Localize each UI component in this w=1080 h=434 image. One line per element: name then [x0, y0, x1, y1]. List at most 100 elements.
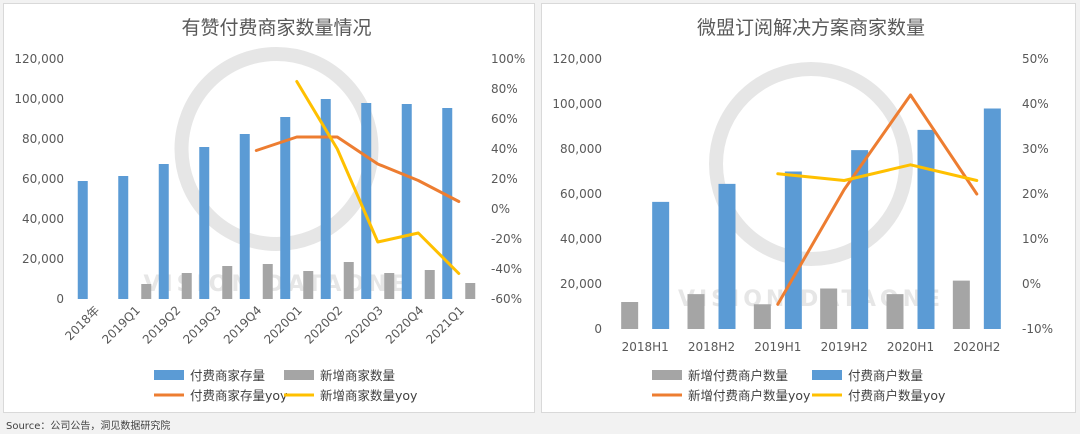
bar-1: [77, 181, 88, 299]
y-right-tick-label: -60%: [491, 292, 522, 306]
y-left-tick-label: 20,000: [22, 252, 64, 266]
bar-1: [361, 103, 372, 299]
line-4: [295, 80, 461, 275]
x-tick-label: 2019Q4: [221, 303, 265, 347]
y-right-tick-label: 0%: [1022, 277, 1041, 291]
y-left-tick-label: 80,000: [22, 132, 64, 146]
bar-2: [652, 201, 670, 329]
legend-label: 付费商户数量: [848, 368, 923, 383]
y-left-tick-label: 20,000: [560, 277, 602, 291]
legend-label: 新增付费商户数量: [688, 368, 788, 383]
bar-2: [917, 129, 935, 329]
bar-2: [784, 171, 802, 329]
y-left-tick-label: 100,000: [552, 97, 602, 111]
x-tick-label: 2018H1: [622, 340, 669, 354]
y-left-tick-label: 0: [56, 292, 64, 306]
x-tick-label: 2019Q1: [99, 303, 143, 347]
bar-1: [952, 280, 970, 329]
y-right-tick-label: 40%: [1022, 97, 1049, 111]
watermark-ring: [174, 47, 379, 251]
bar-2: [851, 150, 869, 329]
legend-label: 新增商家数量yoy: [320, 388, 418, 403]
x-tick-label: 2020H1: [887, 340, 934, 354]
left-chart-panel: VISION DATAONE 有赞付费商家数量情况 0 20,000 40,000 60,…: [3, 3, 535, 413]
bar-1: [320, 99, 331, 299]
bar-1: [199, 147, 210, 299]
y-right-tick-label: 40%: [491, 142, 518, 156]
bar-2: [384, 273, 395, 299]
bar-1: [280, 117, 291, 299]
y-right-tick-label: -20%: [491, 232, 522, 246]
legend-label: 付费商家存量: [190, 368, 265, 383]
bar-1: [886, 294, 904, 329]
chart-title: 微盟订阅解决方案商家数量: [697, 17, 925, 39]
bar-2: [222, 266, 233, 299]
y-right-tick-label: -40%: [491, 262, 522, 276]
x-tick-label: 2018年: [62, 303, 102, 343]
legend-swatch: [812, 370, 842, 380]
y-right-tick-label: 30%: [1022, 142, 1049, 156]
legend-swatch: [652, 370, 682, 380]
y-right-tick-label: 60%: [491, 112, 518, 126]
y-right-tick-label: 10%: [1022, 232, 1049, 246]
line-3: [254, 135, 461, 203]
x-tick-label: 2020Q2: [302, 303, 346, 347]
bar-1: [239, 134, 250, 299]
x-tick-label: 2018H2: [688, 340, 735, 354]
legend-label: 付费商户数量yoy: [848, 388, 946, 403]
bar-1: [621, 302, 639, 329]
x-tick-label: 2020Q1: [261, 303, 305, 347]
x-tick-label: 2019H2: [821, 340, 868, 354]
watermark-text: VISION DATAONE: [678, 287, 944, 312]
x-tick-label: 2021Q1: [423, 303, 467, 347]
y-right-tick-label: 100%: [491, 52, 525, 66]
right-chart: VISION DATAONE 微盟订阅解决方案商家数量 0 20,000 40,000 6…: [552, 17, 1053, 403]
y-left-tick-label: 60,000: [22, 172, 64, 186]
bar-2: [983, 108, 1001, 329]
left-chart: VISION DATAONE有赞付费商家数量情况020,00040,00060,…: [14, 17, 525, 403]
line-4: [776, 163, 979, 182]
y-left-tick-label: 0: [594, 322, 602, 336]
bar-1: [820, 288, 838, 329]
bar-2: [424, 270, 435, 299]
bar-1: [401, 104, 412, 299]
bar-1: [118, 176, 129, 299]
bar-1: [687, 294, 705, 329]
legend-swatch: [284, 370, 314, 380]
bar-1: [158, 164, 169, 299]
y-left-tick-label: 120,000: [14, 52, 64, 66]
y-right-tick-label: -10%: [1022, 322, 1053, 336]
x-tick-label: 2019H1: [754, 340, 801, 354]
x-tick-label: 2019Q2: [140, 303, 184, 347]
y-right-tick-label: 20%: [491, 172, 518, 186]
source-note: Source：公司公告，洞见数据研究院: [6, 421, 171, 432]
bar-1: [753, 304, 771, 329]
chart-title: 有赞付费商家数量情况: [181, 17, 371, 39]
legend-label: 新增商家数量: [320, 368, 395, 383]
bar-2: [262, 264, 273, 299]
y-left-tick-label: 120,000: [552, 52, 602, 66]
bar-2: [718, 183, 736, 329]
x-tick-label: 2019Q3: [180, 303, 224, 347]
x-tick-label: 2020Q4: [383, 303, 427, 347]
y-right-tick-label: 0%: [491, 202, 510, 216]
watermark-ring: [709, 62, 913, 266]
legend-label: 新增付费商户数量yoy: [688, 388, 811, 403]
bar-1: [442, 108, 453, 299]
legend-swatch: [154, 370, 184, 380]
line-3: [776, 93, 979, 306]
bar-2: [141, 284, 152, 299]
bar-2: [303, 271, 314, 299]
bar-2: [343, 262, 354, 299]
y-left-tick-label: 100,000: [14, 92, 64, 106]
y-left-tick-label: 60,000: [560, 187, 602, 201]
right-chart-panel: VISION DATAONE 微盟订阅解决方案商家数量 0 20,000 40,000 6…: [541, 3, 1076, 413]
bar-2: [465, 283, 476, 299]
y-left-tick-label: 40,000: [560, 232, 602, 246]
y-right-tick-label: 80%: [491, 82, 518, 96]
legend-label: 付费商家存量yoy: [190, 388, 288, 403]
x-tick-label: 2020Q3: [342, 303, 386, 347]
bar-2: [181, 273, 192, 299]
y-right-tick-label: 50%: [1022, 52, 1049, 66]
y-right-tick-label: 20%: [1022, 187, 1049, 201]
